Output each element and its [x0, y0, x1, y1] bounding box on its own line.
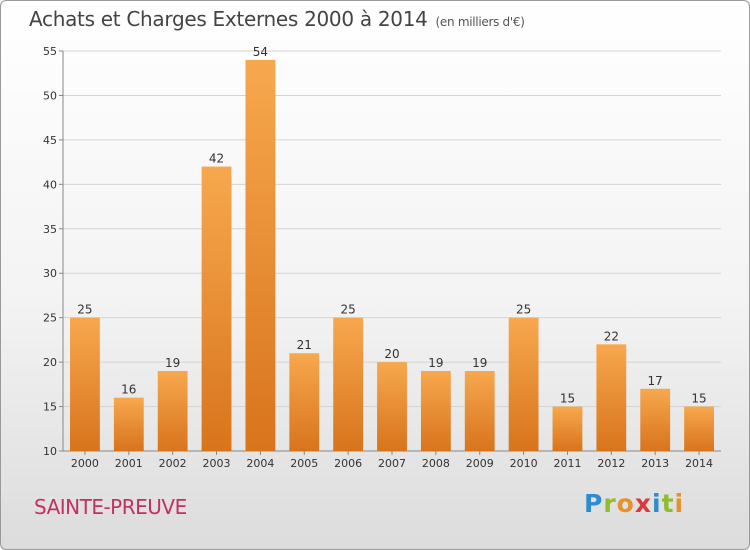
x-tick-label-2003: 2003 — [203, 457, 231, 470]
y-tick-label: 30 — [43, 267, 57, 280]
bar-2009 — [464, 371, 495, 451]
bar-2010 — [508, 317, 539, 451]
bar-2006 — [333, 317, 364, 451]
y-tick-label: 25 — [43, 312, 57, 325]
value-label-2009: 19 — [472, 356, 487, 370]
x-tick-label-2012: 2012 — [597, 457, 625, 470]
chart-title-text: Achats et Charges Externes 2000 à 2014 — [29, 7, 428, 31]
value-label-2010: 25 — [516, 303, 531, 317]
value-label-2008: 19 — [428, 356, 443, 370]
value-label-2001: 16 — [121, 383, 136, 397]
bar-2003 — [201, 166, 232, 452]
bar-2012 — [596, 344, 627, 451]
bar-2014 — [684, 406, 714, 451]
value-label-2004: 54 — [253, 45, 268, 59]
bar-2000 — [70, 317, 100, 451]
y-tick-label: 35 — [43, 223, 57, 236]
y-tick-label: 45 — [43, 134, 57, 147]
x-tick-label-2009: 2009 — [466, 457, 494, 470]
value-label-2011: 15 — [560, 392, 575, 406]
value-label-2006: 25 — [340, 303, 355, 317]
value-label-2005: 21 — [297, 338, 312, 352]
value-label-2013: 17 — [648, 374, 663, 388]
x-tick-label-2004: 2004 — [246, 457, 274, 470]
bar-2007 — [377, 362, 407, 451]
bar-2004 — [245, 59, 276, 452]
y-tick-label: 15 — [43, 401, 57, 414]
x-tick-label-2000: 2000 — [71, 457, 99, 470]
x-tick-label-2013: 2013 — [641, 457, 669, 470]
x-tick-label-2010: 2010 — [510, 457, 538, 470]
bars — [70, 59, 714, 452]
y-tick-label: 40 — [43, 178, 57, 191]
bar-2011 — [552, 406, 583, 451]
value-label-2002: 19 — [165, 356, 180, 370]
value-label-2007: 20 — [384, 347, 399, 361]
x-tick-label-2014: 2014 — [685, 457, 713, 470]
bar-2008 — [420, 371, 451, 451]
bar-2001 — [113, 397, 144, 451]
x-tick-label-2007: 2007 — [378, 457, 406, 470]
x-tick-label-2011: 2011 — [553, 457, 581, 470]
value-label-2012: 22 — [604, 329, 619, 343]
chart-title: Achats et Charges Externes 2000 à 2014 (e… — [29, 7, 525, 31]
y-tick-label: 20 — [43, 356, 57, 369]
labels: 10 15 20 25 30 35 40 45 50 55 25 2000 16 2001 19 2002 42… — [43, 45, 713, 470]
bar-2013 — [640, 388, 671, 451]
commune-name: SAINTE-PREUVE — [34, 495, 187, 519]
chart-unit: (en milliers d'€) — [435, 15, 525, 29]
proxiti-logo: Proxiti — [584, 489, 685, 518]
value-label-2003: 42 — [209, 152, 224, 166]
bar-2002 — [157, 371, 188, 451]
y-tick-label: 10 — [43, 445, 57, 458]
value-label-2000: 25 — [77, 303, 92, 317]
x-tick-label-2002: 2002 — [159, 457, 187, 470]
x-tick-label-2001: 2001 — [115, 457, 143, 470]
x-tick-label-2006: 2006 — [334, 457, 362, 470]
x-tick-label-2005: 2005 — [290, 457, 318, 470]
x-tick-label-2008: 2008 — [422, 457, 450, 470]
value-label-2014: 15 — [691, 392, 706, 406]
y-tick-label: 50 — [43, 89, 57, 102]
y-tick-label: 55 — [43, 45, 57, 58]
bar-2005 — [289, 353, 320, 451]
